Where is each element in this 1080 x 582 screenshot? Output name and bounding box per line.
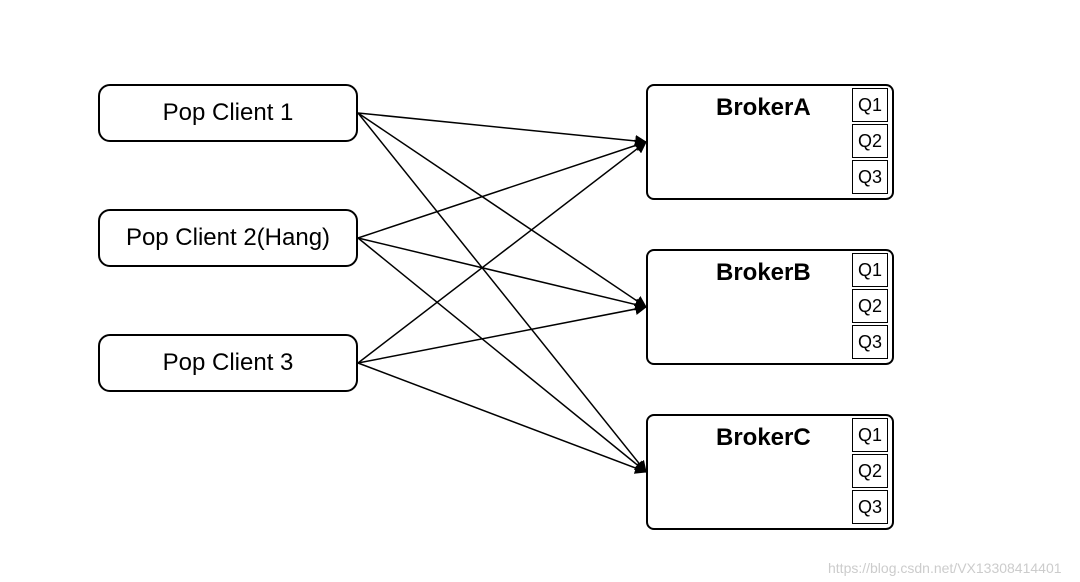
queue-label: Q2 — [858, 461, 882, 482]
queue-label: Q2 — [858, 296, 882, 317]
queue-box: Q1 — [852, 418, 888, 452]
queue-label: Q1 — [858, 425, 882, 446]
queue-box: Q3 — [852, 490, 888, 524]
edge-arrow — [358, 113, 646, 472]
client-node: Pop Client 1 — [98, 84, 358, 142]
edge-arrow — [358, 238, 646, 307]
edge-arrow — [358, 238, 646, 472]
broker-label: BrokerA — [716, 94, 811, 122]
queue-box: Q2 — [852, 454, 888, 488]
broker-label: BrokerC — [716, 424, 811, 452]
edge-arrow — [358, 307, 646, 363]
queue-box: Q1 — [852, 88, 888, 122]
queue-label: Q3 — [858, 332, 882, 353]
broker-label: BrokerB — [716, 259, 811, 287]
queue-box: Q2 — [852, 124, 888, 158]
client-label: Pop Client 2(Hang) — [126, 224, 330, 252]
edge-arrow — [358, 363, 646, 472]
client-label: Pop Client 3 — [163, 349, 294, 377]
client-node: Pop Client 2(Hang) — [98, 209, 358, 267]
client-node: Pop Client 3 — [98, 334, 358, 392]
watermark-text: https://blog.csdn.net/VX13308414401 — [828, 560, 1062, 576]
edge-arrow — [358, 142, 646, 363]
queue-box: Q3 — [852, 160, 888, 194]
queue-label: Q3 — [858, 167, 882, 188]
queue-label: Q1 — [858, 260, 882, 281]
client-label: Pop Client 1 — [163, 99, 294, 127]
edge-arrow — [358, 113, 646, 142]
edge-arrow — [358, 113, 646, 307]
queue-box: Q3 — [852, 325, 888, 359]
queue-label: Q2 — [858, 131, 882, 152]
queue-label: Q1 — [858, 95, 882, 116]
queue-label: Q3 — [858, 497, 882, 518]
edge-arrow — [358, 142, 646, 238]
queue-box: Q2 — [852, 289, 888, 323]
queue-box: Q1 — [852, 253, 888, 287]
